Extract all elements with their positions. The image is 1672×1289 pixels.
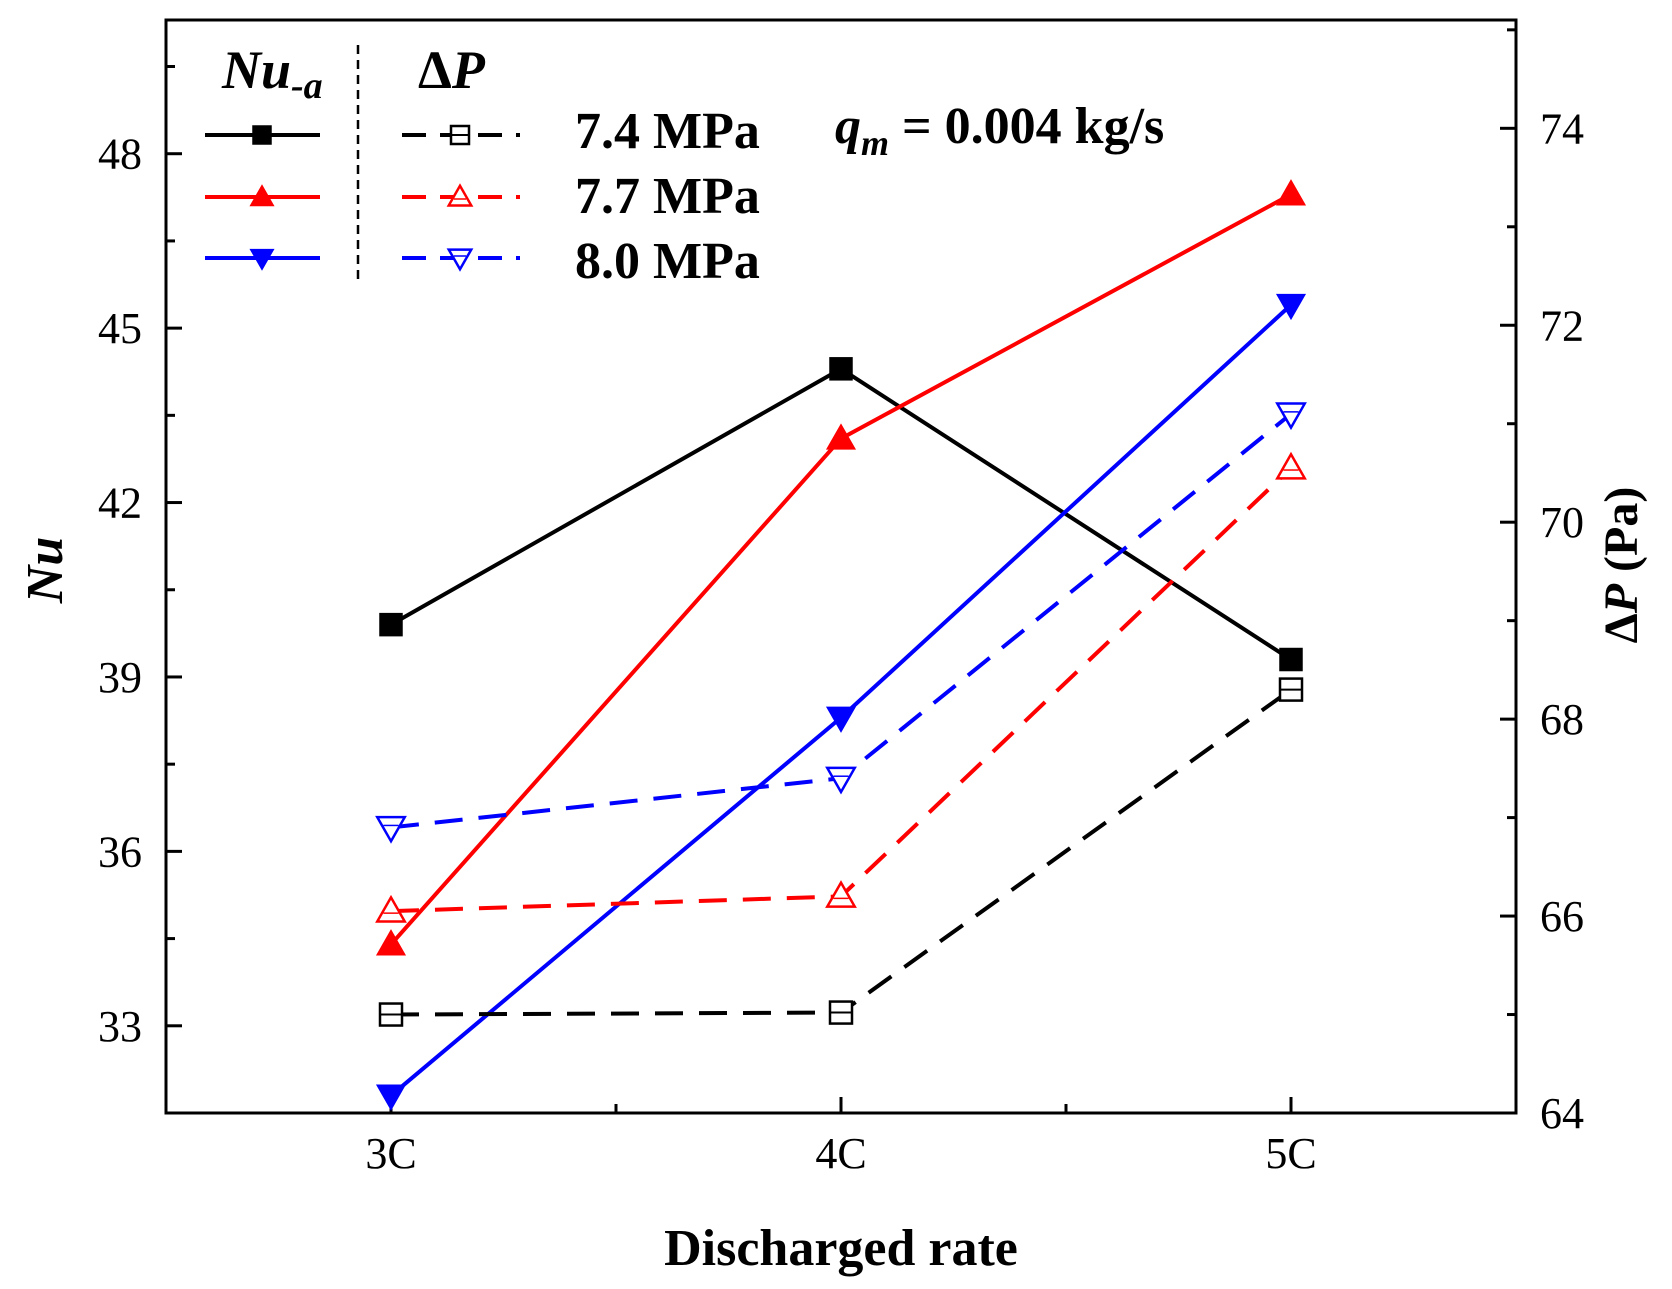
data-point-s1-p2 — [1275, 179, 1307, 206]
legend — [205, 124, 520, 272]
data-point-s2-p1 — [825, 706, 857, 733]
legend-marker-nu-0 — [252, 125, 272, 145]
series-line-3 — [390, 687, 1293, 1017]
x-tick-label-3C: 3C — [365, 1129, 416, 1178]
legend-header-nu-main: Nu — [221, 40, 291, 100]
y-right-tick-label-64: 64 — [1540, 1089, 1584, 1138]
y-right-tick-label-70: 70 — [1540, 498, 1584, 547]
x-tick-label-4C: 4C — [815, 1129, 866, 1178]
y-left-tick-label-33: 33 — [98, 1002, 142, 1051]
data-point-s2-p2 — [1275, 293, 1307, 321]
legend-header-dp-delta: Δ — [418, 40, 452, 100]
data-point-s4-p1 — [825, 880, 857, 908]
legend-marker-dp-1 — [446, 183, 474, 207]
legend-marker-nu-2 — [249, 248, 275, 271]
y-right-tick-label-74: 74 — [1540, 104, 1584, 153]
legend-marker-nu-1 — [249, 184, 275, 207]
marker-group — [375, 179, 1307, 1111]
data-point-s1-p0 — [375, 929, 407, 956]
y-right-tick-label-68: 68 — [1540, 695, 1584, 744]
legend-label-8-0: 8.0 MPa — [575, 233, 760, 290]
data-point-s0-p2 — [1279, 647, 1303, 672]
legend-label-7-7: 7.7 MPa — [575, 168, 760, 225]
plot-frame — [164, 18, 1518, 1115]
y-left-tick-label-45: 45 — [98, 304, 142, 353]
data-point-s4-p2 — [1275, 451, 1307, 480]
data-point-s0-p1 — [829, 357, 853, 381]
y-left-tick-label-36: 36 — [98, 827, 142, 876]
y-right-axis-title: ΔP (Pa) — [1595, 487, 1648, 644]
x-tick-label-5C: 5C — [1265, 1129, 1316, 1178]
y-right-title-unit: (Pa) — [1595, 487, 1648, 584]
series-line-0 — [390, 366, 1293, 662]
data-point-s0-p0 — [379, 612, 403, 637]
mass-flow-value: = 0.004 kg/s — [889, 98, 1164, 155]
data-point-s4-p0 — [375, 894, 407, 923]
legend-header-dp-var: P — [451, 40, 486, 100]
legend-label-7-4: 7.4 MPa — [575, 103, 760, 160]
y-right-title-var: P — [1595, 583, 1648, 614]
legend-marker-dp-2 — [446, 248, 474, 272]
series-line-5 — [390, 412, 1293, 830]
y-left-tick-label-39: 39 — [98, 653, 142, 702]
y-right-title-delta: Δ — [1595, 613, 1648, 643]
y-left-tick-label-42: 42 — [98, 479, 142, 528]
legend-header-nu: Nu-a — [221, 40, 323, 107]
data-point-s1-p1 — [825, 423, 857, 450]
mass-flow-annotation: qm = 0.004 kg/s — [835, 98, 1164, 163]
data-point-s5-p0 — [375, 815, 407, 844]
mass-flow-var: q — [835, 98, 861, 155]
y-right-tick-label-72: 72 — [1540, 301, 1584, 350]
data-point-s5-p1 — [825, 766, 857, 795]
legend-header-nu-sub: -a — [291, 65, 323, 107]
data-point-s2-p0 — [375, 1084, 407, 1111]
x-axis-title: Discharged rate — [664, 1220, 1018, 1277]
series-line-4 — [390, 466, 1293, 914]
data-point-s5-p2 — [1275, 402, 1307, 431]
axis-ticks: 3C 4C 5C 33 36 39 42 45 48 64 66 68 70 72 74 — [98, 28, 1584, 1178]
y-left-tick-label-48: 48 — [98, 130, 142, 179]
y-right-tick-label-66: 66 — [1540, 892, 1584, 941]
mass-flow-sub: m — [861, 123, 889, 163]
series-line-1 — [389, 192, 1292, 946]
series-group — [389, 192, 1293, 1098]
y-left-axis-title: Nu — [17, 537, 74, 604]
legend-header-dp: ΔP — [418, 40, 486, 100]
